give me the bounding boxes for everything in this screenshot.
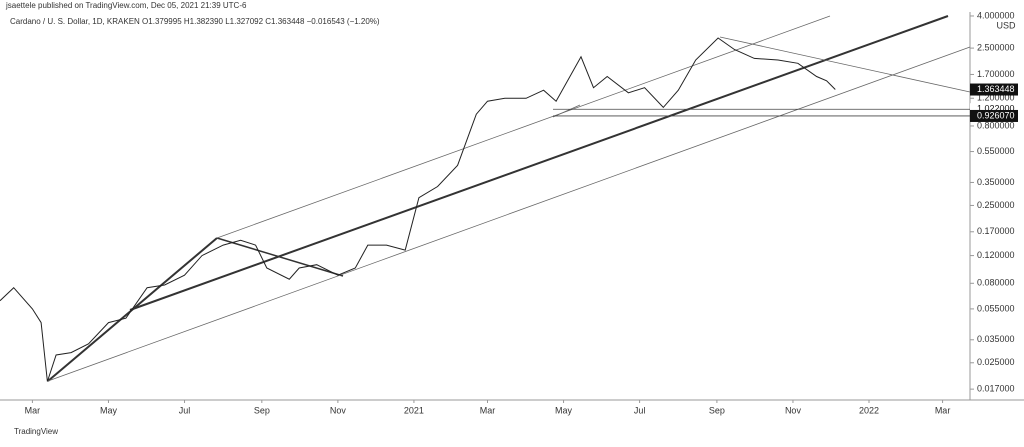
- x-tick-label: Mar: [935, 405, 951, 415]
- y-tick-label: 0.250000: [977, 200, 1015, 210]
- x-tick-label: Jul: [179, 405, 191, 415]
- publisher: jsaettele published on TradingView.com, …: [5, 1, 247, 10]
- x-tick-label: Nov: [785, 405, 802, 415]
- x-tick-label: 2021: [404, 405, 424, 415]
- currency: USD: [996, 20, 1016, 30]
- price-marker-label: 0.926070: [977, 110, 1015, 120]
- x-tick-label: Sep: [709, 405, 725, 415]
- y-tick-label: 2.500000: [977, 42, 1015, 52]
- y-tick-label: 0.120000: [977, 250, 1015, 260]
- price-marker-label: 1.022000: [977, 104, 1015, 114]
- x-tick-label: Mar: [480, 405, 496, 415]
- x-tick-label: Nov: [330, 405, 347, 415]
- price-marker-label: 1.363448: [977, 84, 1015, 94]
- y-tick-label: 0.350000: [977, 177, 1015, 187]
- price-marker-box: [970, 83, 1018, 96]
- y-tick-label: 0.080000: [977, 278, 1015, 288]
- y-tick-label: 0.017000: [977, 384, 1015, 394]
- x-tick-label: Jul: [634, 405, 646, 415]
- y-tick-label: 0.800000: [977, 120, 1015, 130]
- footer: TradingView: [14, 427, 58, 436]
- x-tick-label: May: [555, 405, 573, 415]
- x-tick-label: Mar: [25, 405, 41, 415]
- y-tick-label: 0.550000: [977, 146, 1015, 156]
- x-tick-label: 2022: [859, 405, 879, 415]
- y-tick-label: 1.200000: [977, 93, 1015, 103]
- symbol-legend: Cardano / U. S. Dollar, 1D, KRAKEN O1.37…: [10, 17, 380, 26]
- y-tick-label: 0.035000: [977, 334, 1015, 344]
- y-tick-label: 0.170000: [977, 226, 1015, 236]
- x-tick-label: May: [100, 405, 118, 415]
- x-tick-label: Sep: [254, 405, 270, 415]
- y-tick-label: 4.000000: [977, 10, 1015, 20]
- price-line: [0, 37, 836, 382]
- y-tick-label: 0.055000: [977, 303, 1015, 313]
- y-tick-label: 0.025000: [977, 357, 1015, 367]
- price-marker-box: [970, 109, 1018, 122]
- y-tick-label: 1.700000: [977, 69, 1015, 79]
